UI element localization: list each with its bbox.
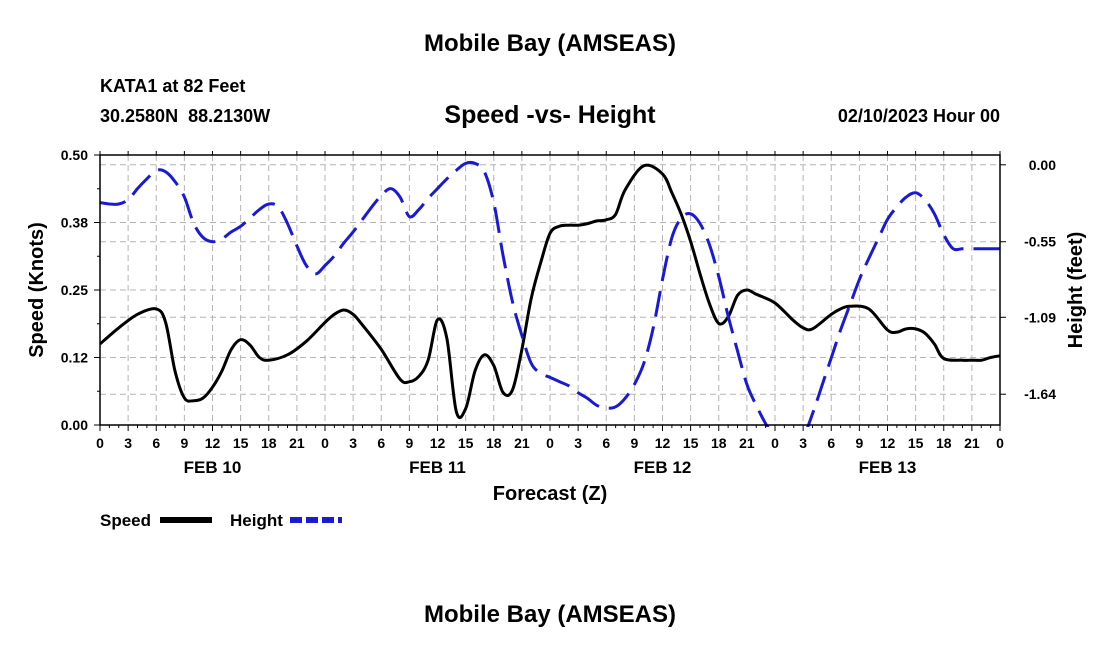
run-time-label: 02/10/2023 Hour 00 [837, 106, 1000, 126]
x-tick-label: 21 [289, 435, 305, 451]
y-axis-label: Speed (Knots) [26, 222, 48, 358]
x-tick-label: 3 [799, 435, 807, 451]
x-tick-label: 15 [908, 435, 924, 451]
x-tick-label: 12 [430, 435, 446, 451]
y-tick-label: 0.00 [61, 417, 88, 433]
y-tick-label: 0.12 [61, 350, 88, 366]
series-layer [100, 160, 1000, 427]
x-tick-label: 3 [574, 435, 582, 451]
y2-tick-label: -1.64 [1024, 386, 1056, 402]
x-tick-label: 0 [771, 435, 779, 451]
legend: Speed Height [100, 511, 342, 530]
legend-speed-label: Speed [100, 511, 151, 530]
x-tick-label: 0 [996, 435, 1004, 451]
coordinates-label: 30.2580N 88.2130W [100, 106, 271, 126]
page-header-title: Mobile Bay (AMSEAS) [423, 30, 677, 57]
station-label: KATA1 at 82 Feet [100, 76, 246, 96]
grid-layer [100, 155, 1000, 425]
x-tick-label: 6 [827, 435, 835, 451]
x-tick-label: 3 [124, 435, 132, 451]
axis-layer: 0 3 6 9 12 15 18 21 0 3 6 9 12 15 18 21 0 3 6 9 12 15 18 21 0 3 6 9… [61, 147, 1056, 477]
x-tick-label: 15 [233, 435, 249, 451]
x-tick-label: 21 [964, 435, 980, 451]
x-tick-label: 9 [405, 435, 413, 451]
x-tick-label: 6 [152, 435, 160, 451]
x-tick-label: 9 [855, 435, 863, 451]
y-tick-label: 0.25 [61, 282, 88, 298]
x-tick-label: 18 [486, 435, 502, 451]
x-tick-label: 18 [936, 435, 952, 451]
x-tick-label: 18 [711, 435, 727, 451]
x-tick-label: 6 [602, 435, 610, 451]
x-tick-label: 18 [261, 435, 277, 451]
day-label: FEB 12 [634, 458, 692, 477]
page-footer-title: Mobile Bay (AMSEAS) [423, 601, 677, 628]
x-tick-label: 21 [739, 435, 755, 451]
y2-tick-label: 0.00 [1029, 157, 1056, 173]
x-tick-label: 0 [96, 435, 104, 451]
x-tick-label: 3 [349, 435, 357, 451]
x-tick-label: 9 [180, 435, 188, 451]
x-axis-label: Forecast (Z) [493, 483, 607, 505]
height-series-line [100, 160, 1000, 427]
y2-tick-label: -0.55 [1024, 234, 1056, 250]
x-tick-label: 0 [321, 435, 329, 451]
x-tick-label: 21 [514, 435, 530, 451]
x-tick-label: 12 [880, 435, 896, 451]
speed-series-line [100, 163, 1000, 420]
x-tick-label: 0 [546, 435, 554, 451]
x-tick-label: 15 [683, 435, 699, 451]
y-tick-label: 0.38 [61, 215, 88, 231]
legend-height-label: Height [230, 511, 283, 530]
x-tick-label: 6 [377, 435, 385, 451]
day-label: FEB 13 [859, 458, 917, 477]
y2-tick-label: -1.09 [1024, 309, 1056, 325]
chart-title: Speed -vs- Height [444, 101, 656, 129]
x-tick-label: 15 [458, 435, 474, 451]
day-label: FEB 11 [409, 458, 466, 477]
day-label: FEB 10 [184, 458, 242, 477]
y2-axis-label: Height (feet) [1065, 232, 1087, 349]
x-tick-label: 12 [655, 435, 671, 451]
y-tick-label: 0.50 [61, 147, 88, 163]
x-tick-label: 12 [205, 435, 221, 451]
x-tick-label: 9 [630, 435, 638, 451]
